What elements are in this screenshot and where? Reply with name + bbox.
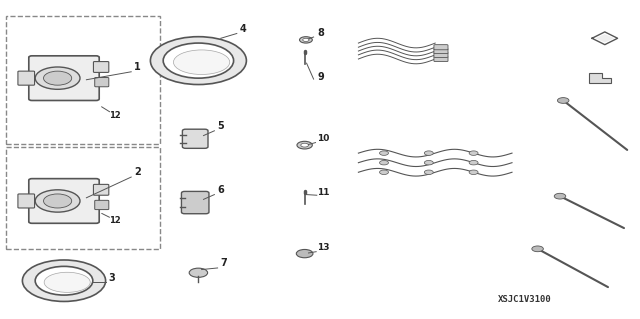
- Text: 6: 6: [218, 185, 225, 195]
- Circle shape: [424, 160, 433, 165]
- FancyBboxPatch shape: [93, 184, 109, 195]
- FancyBboxPatch shape: [29, 56, 99, 100]
- Text: 4: 4: [240, 24, 247, 34]
- Polygon shape: [595, 34, 614, 42]
- FancyBboxPatch shape: [182, 191, 209, 214]
- FancyBboxPatch shape: [95, 200, 109, 210]
- Circle shape: [300, 37, 312, 43]
- Circle shape: [557, 98, 569, 103]
- Text: 2: 2: [134, 167, 141, 177]
- Circle shape: [35, 67, 80, 89]
- Circle shape: [297, 141, 312, 149]
- Circle shape: [469, 160, 478, 165]
- Ellipse shape: [173, 50, 230, 74]
- Circle shape: [532, 246, 543, 252]
- Circle shape: [35, 190, 80, 212]
- Circle shape: [296, 249, 313, 258]
- FancyBboxPatch shape: [29, 179, 99, 223]
- Circle shape: [301, 143, 308, 147]
- Circle shape: [44, 194, 72, 208]
- FancyBboxPatch shape: [95, 78, 109, 87]
- FancyBboxPatch shape: [434, 45, 448, 50]
- Text: 11: 11: [317, 188, 330, 197]
- Text: 1: 1: [134, 62, 141, 72]
- Circle shape: [150, 37, 246, 85]
- Circle shape: [380, 160, 388, 165]
- Text: 9: 9: [317, 72, 324, 82]
- FancyBboxPatch shape: [434, 56, 448, 62]
- Circle shape: [554, 193, 566, 199]
- Circle shape: [380, 170, 388, 174]
- Circle shape: [189, 268, 207, 277]
- FancyBboxPatch shape: [18, 71, 35, 85]
- Text: 12: 12: [109, 111, 120, 120]
- Circle shape: [380, 151, 388, 155]
- Circle shape: [303, 38, 309, 41]
- Polygon shape: [589, 73, 611, 83]
- Circle shape: [469, 170, 478, 174]
- Text: 5: 5: [218, 121, 225, 131]
- Circle shape: [424, 151, 433, 155]
- Text: 10: 10: [317, 134, 330, 143]
- FancyBboxPatch shape: [182, 129, 208, 148]
- Circle shape: [35, 266, 93, 295]
- Circle shape: [22, 260, 106, 301]
- Text: XSJC1V3100: XSJC1V3100: [498, 295, 552, 304]
- Text: 7: 7: [221, 258, 228, 268]
- Text: 3: 3: [109, 273, 116, 283]
- FancyBboxPatch shape: [434, 48, 448, 54]
- FancyBboxPatch shape: [18, 194, 35, 208]
- FancyBboxPatch shape: [434, 52, 448, 57]
- Circle shape: [469, 151, 478, 155]
- Text: 13: 13: [317, 243, 330, 252]
- Circle shape: [424, 170, 433, 174]
- Text: 12: 12: [109, 216, 120, 225]
- FancyBboxPatch shape: [93, 62, 109, 72]
- Circle shape: [163, 43, 234, 78]
- Circle shape: [44, 71, 72, 85]
- Ellipse shape: [44, 272, 90, 292]
- Text: 8: 8: [317, 28, 324, 38]
